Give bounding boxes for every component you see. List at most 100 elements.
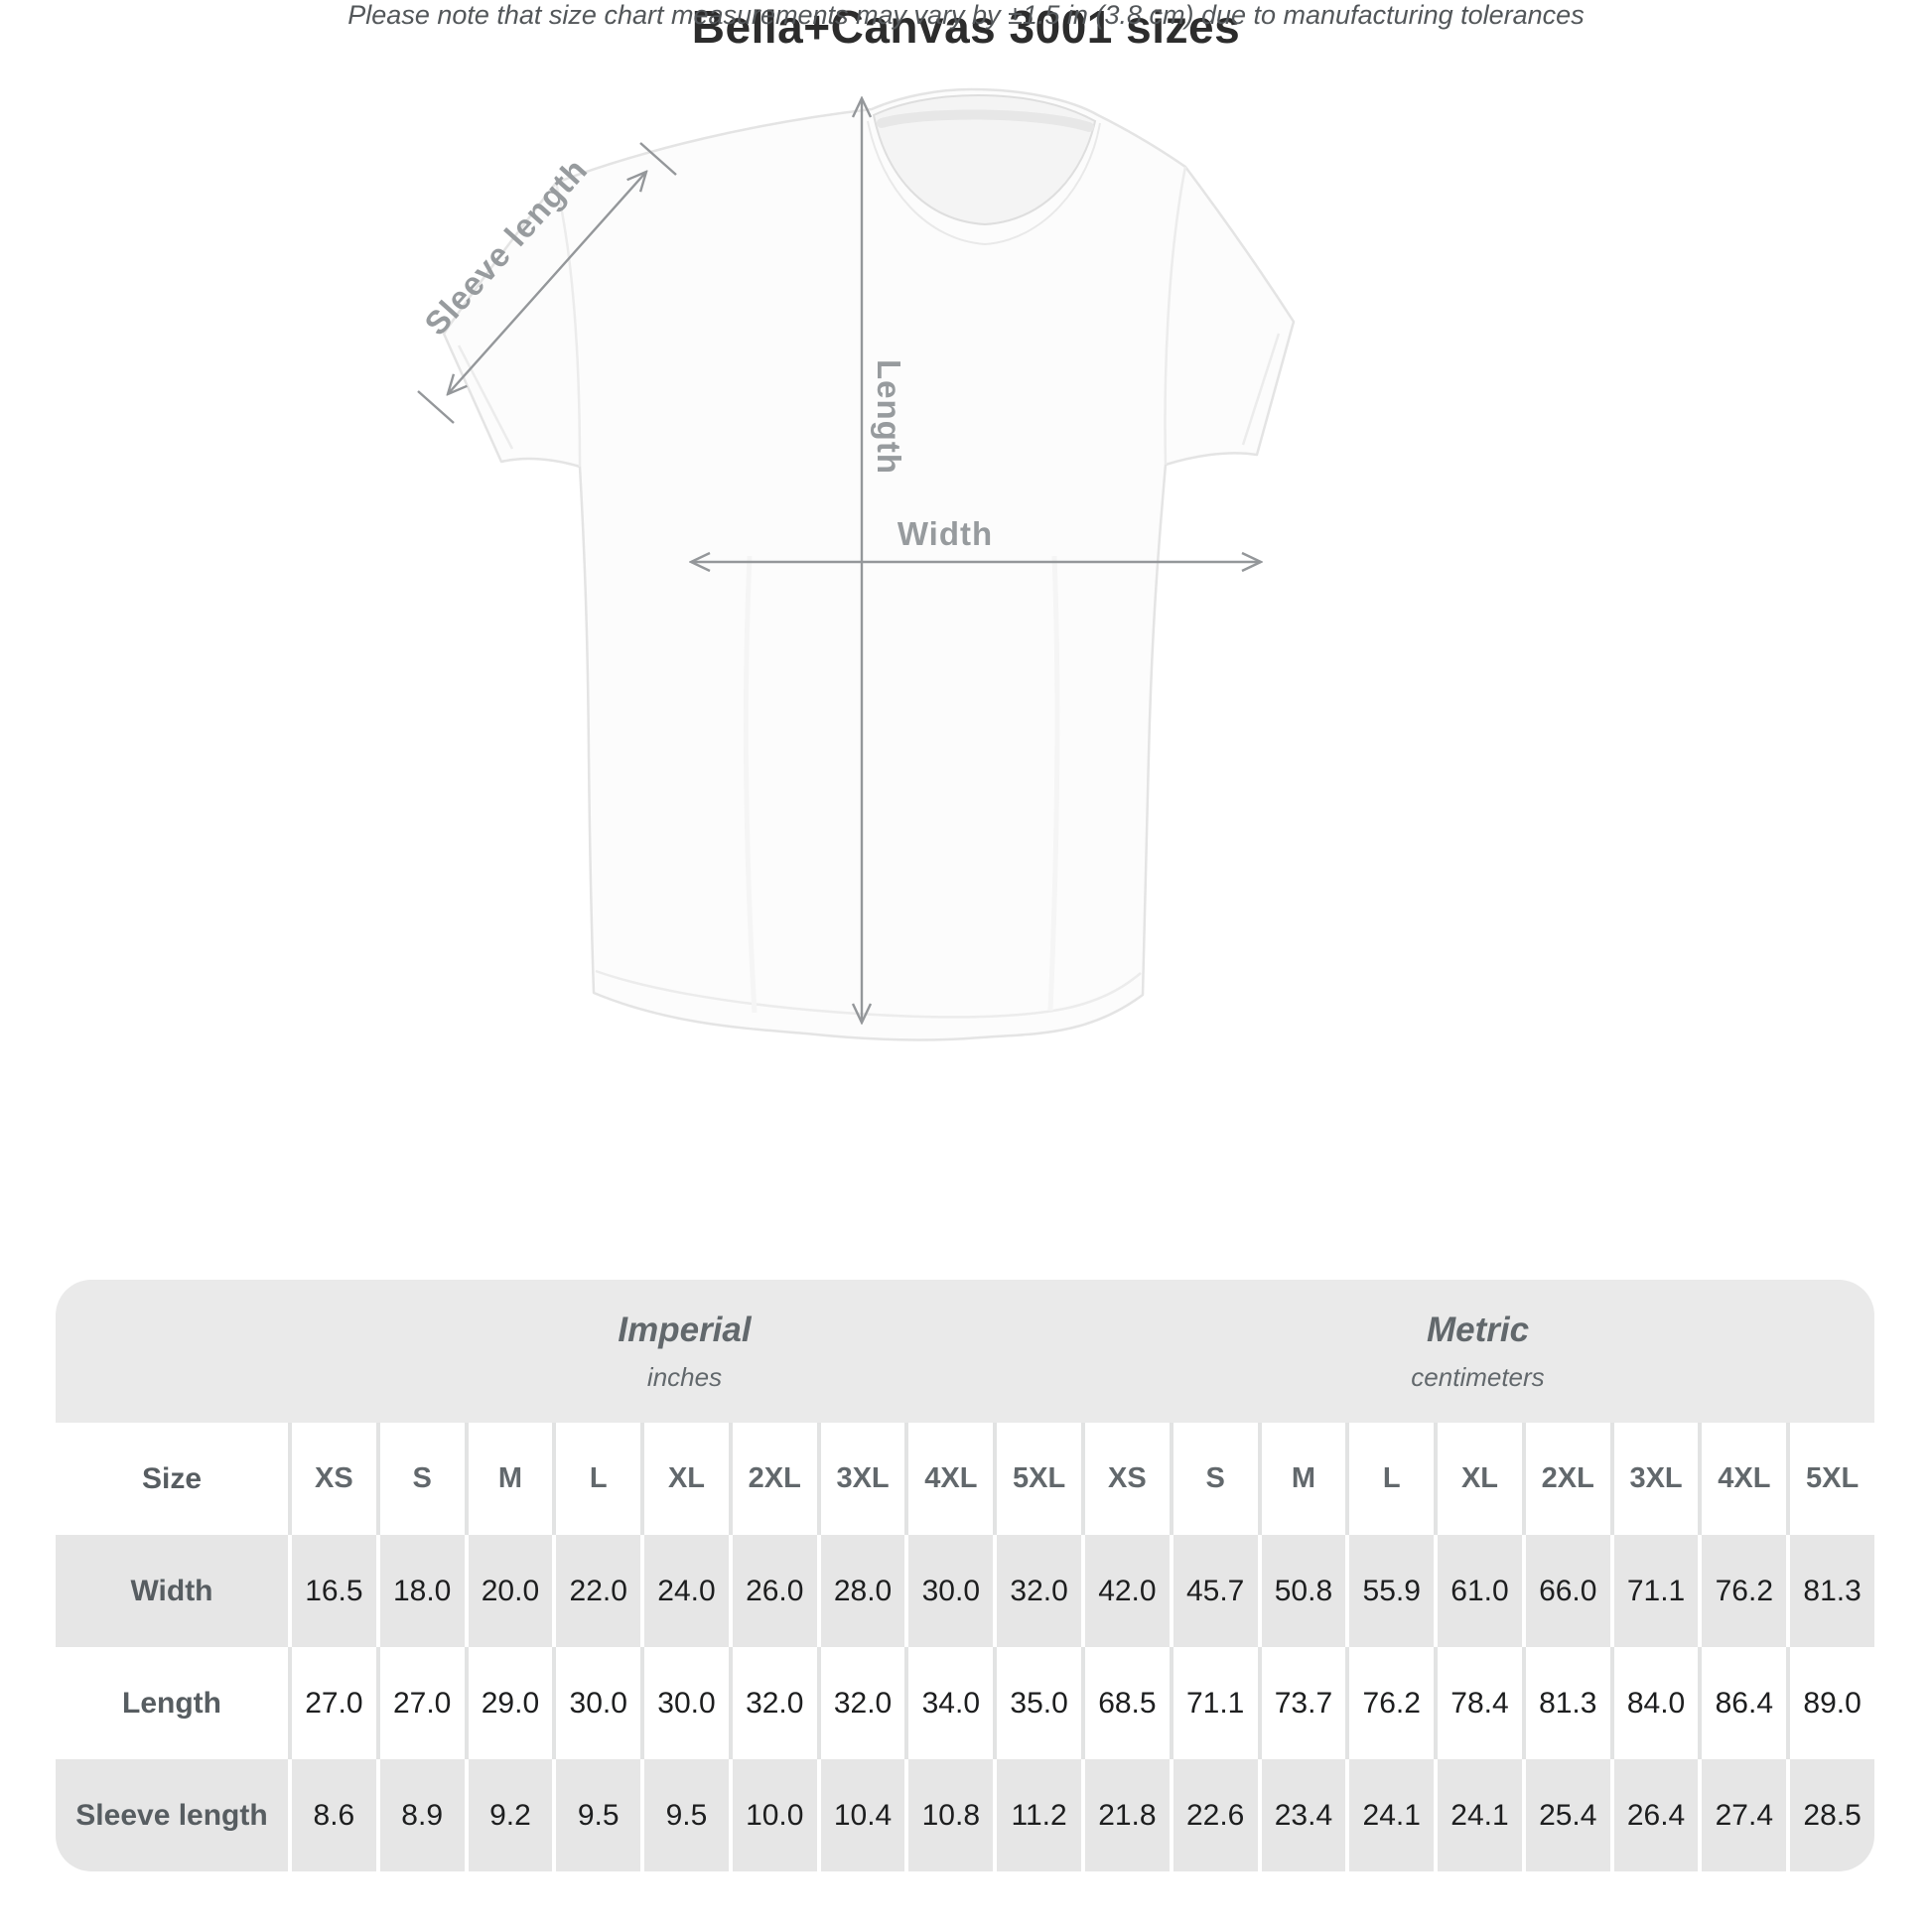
size-column-header: Size [141,1461,203,1495]
size-header-imperial: 4XL [904,1423,993,1535]
measurement-row-length: Length 27.0 27.0 29.0 30.0 30.0 32.0 32.0 34.0 35… [56,1647,1874,1759]
metric-value: 86.4 [1698,1647,1786,1759]
imperial-value: 16.5 [288,1535,376,1647]
imperial-unit: inches [646,1361,723,1392]
metric-value: 55.9 [1345,1535,1434,1647]
collar-inner-shadow [877,109,1094,132]
row-label: Width [130,1574,213,1607]
metric-value: 76.2 [1698,1535,1786,1647]
imperial-value: 11.2 [993,1759,1081,1871]
metric-unit: centimeters [1411,1361,1545,1392]
imperial-value: 29.0 [464,1647,553,1759]
imperial-value: 30.0 [904,1535,993,1647]
imperial-value: 32.0 [816,1647,905,1759]
imperial-value: 28.0 [816,1535,905,1647]
right-armhole-seam [1164,166,1187,466]
size-table: Imperial inches Metric centimeters Size X… [56,1280,1874,1871]
metric-value: 24.1 [1345,1759,1434,1871]
imperial-value: 22.0 [552,1535,640,1647]
fold-left [743,555,758,1014]
size-header-metric: XL [1434,1423,1522,1535]
metric-name: Metric [1426,1310,1530,1349]
metric-value: 45.7 [1169,1535,1258,1647]
size-header-metric: S [1169,1423,1258,1535]
row-label: Length [122,1686,221,1720]
fold-right [1047,555,1060,1012]
metric-value: 21.8 [1081,1759,1170,1871]
size-header-metric: XS [1081,1423,1170,1535]
metric-value: 81.3 [1521,1647,1610,1759]
imperial-value: 32.0 [993,1535,1081,1647]
size-header-imperial: XL [640,1423,729,1535]
collar-opening [872,93,1097,226]
metric-header: Metric centimeters [1081,1280,1874,1423]
imperial-value: 10.8 [904,1759,993,1871]
imperial-value: 34.0 [904,1647,993,1759]
metric-value: 22.6 [1169,1759,1258,1871]
imperial-value: 30.0 [640,1647,729,1759]
imperial-value: 9.5 [552,1759,640,1871]
measurement-row-width: Width 16.5 18.0 20.0 22.0 24.0 26.0 28.0 30.0 32.… [56,1535,1874,1647]
metric-value: 28.5 [1786,1759,1874,1871]
metric-value: 73.7 [1257,1647,1346,1759]
imperial-value: 30.0 [552,1647,640,1759]
imperial-value: 35.0 [993,1647,1081,1759]
size-header-metric: 5XL [1786,1423,1874,1535]
length-label: Length [871,359,907,475]
imperial-value: 20.0 [464,1535,553,1647]
imperial-value: 10.4 [816,1759,905,1871]
metric-value: 27.4 [1698,1759,1786,1871]
metric-value: 76.2 [1345,1647,1434,1759]
size-header-metric: 4XL [1698,1423,1786,1535]
row-label: Sleeve length [75,1798,268,1832]
imperial-value: 18.0 [375,1535,465,1647]
sleeve-length-arrow [448,172,646,394]
metric-value: 84.0 [1609,1647,1699,1759]
hem-stitch [595,969,1142,1019]
imperial-value: 8.9 [375,1759,465,1871]
metric-value: 71.1 [1609,1535,1699,1647]
tshirt-diagram: Sleeve length Length Width [417,87,1296,1041]
imperial-value: 27.0 [288,1647,376,1759]
metric-value: 61.0 [1434,1535,1522,1647]
size-header-metric: 2XL [1521,1423,1610,1535]
imperial-value: 8.6 [288,1759,376,1871]
measurement-row-sleeve-length: Sleeve length 8.6 8.9 9.2 9.5 9.5 10.0 10.4 10.8… [56,1759,1874,1871]
sleeve-tick-bottom [417,390,455,424]
size-header-metric: 3XL [1609,1423,1699,1535]
right-cuff-stitch [1241,333,1281,446]
units-band-row: Imperial inches Metric centimeters [56,1280,1874,1423]
metric-value: 66.0 [1521,1535,1610,1647]
imperial-value: 26.0 [728,1535,817,1647]
page-title: Bella+Canvas 3001 sizes [691,1,1241,53]
metric-value: 71.1 [1169,1647,1258,1759]
metric-value: 50.8 [1257,1535,1346,1647]
metric-value: 81.3 [1786,1535,1874,1647]
imperial-value: 10.0 [728,1759,817,1871]
size-header-imperial: 2XL [728,1423,817,1535]
metric-value: 23.4 [1257,1759,1346,1871]
metric-value: 89.0 [1786,1647,1874,1759]
page-subtitle: Please note that size chart measurements… [347,0,1585,30]
size-header-imperial: M [464,1423,553,1535]
size-header-metric: L [1345,1423,1434,1535]
size-header-imperial: XS [288,1423,376,1535]
size-header-imperial: L [552,1423,640,1535]
metric-value: 42.0 [1081,1535,1170,1647]
metric-value: 68.5 [1081,1647,1170,1759]
band-empty-cell [56,1280,288,1423]
tshirt-illustration [442,87,1296,1041]
size-header-row: Size XS S M L XL 2XL 3XL 4XL 5XL XS S M L XL 2XL 3XL 4XL 5… [56,1423,1874,1535]
imperial-value: 24.0 [640,1535,729,1647]
metric-value: 78.4 [1434,1647,1522,1759]
imperial-name: Imperial [618,1310,752,1349]
collar-band-seam [867,120,1101,246]
tshirt-outline [442,87,1296,1041]
measurement-annotations [417,98,1261,1023]
imperial-header: Imperial inches [288,1280,1081,1423]
sleeve-tick-top [639,142,677,176]
size-header-imperial: S [375,1423,465,1535]
imperial-value: 9.5 [640,1759,729,1871]
size-header-imperial: 3XL [816,1423,905,1535]
